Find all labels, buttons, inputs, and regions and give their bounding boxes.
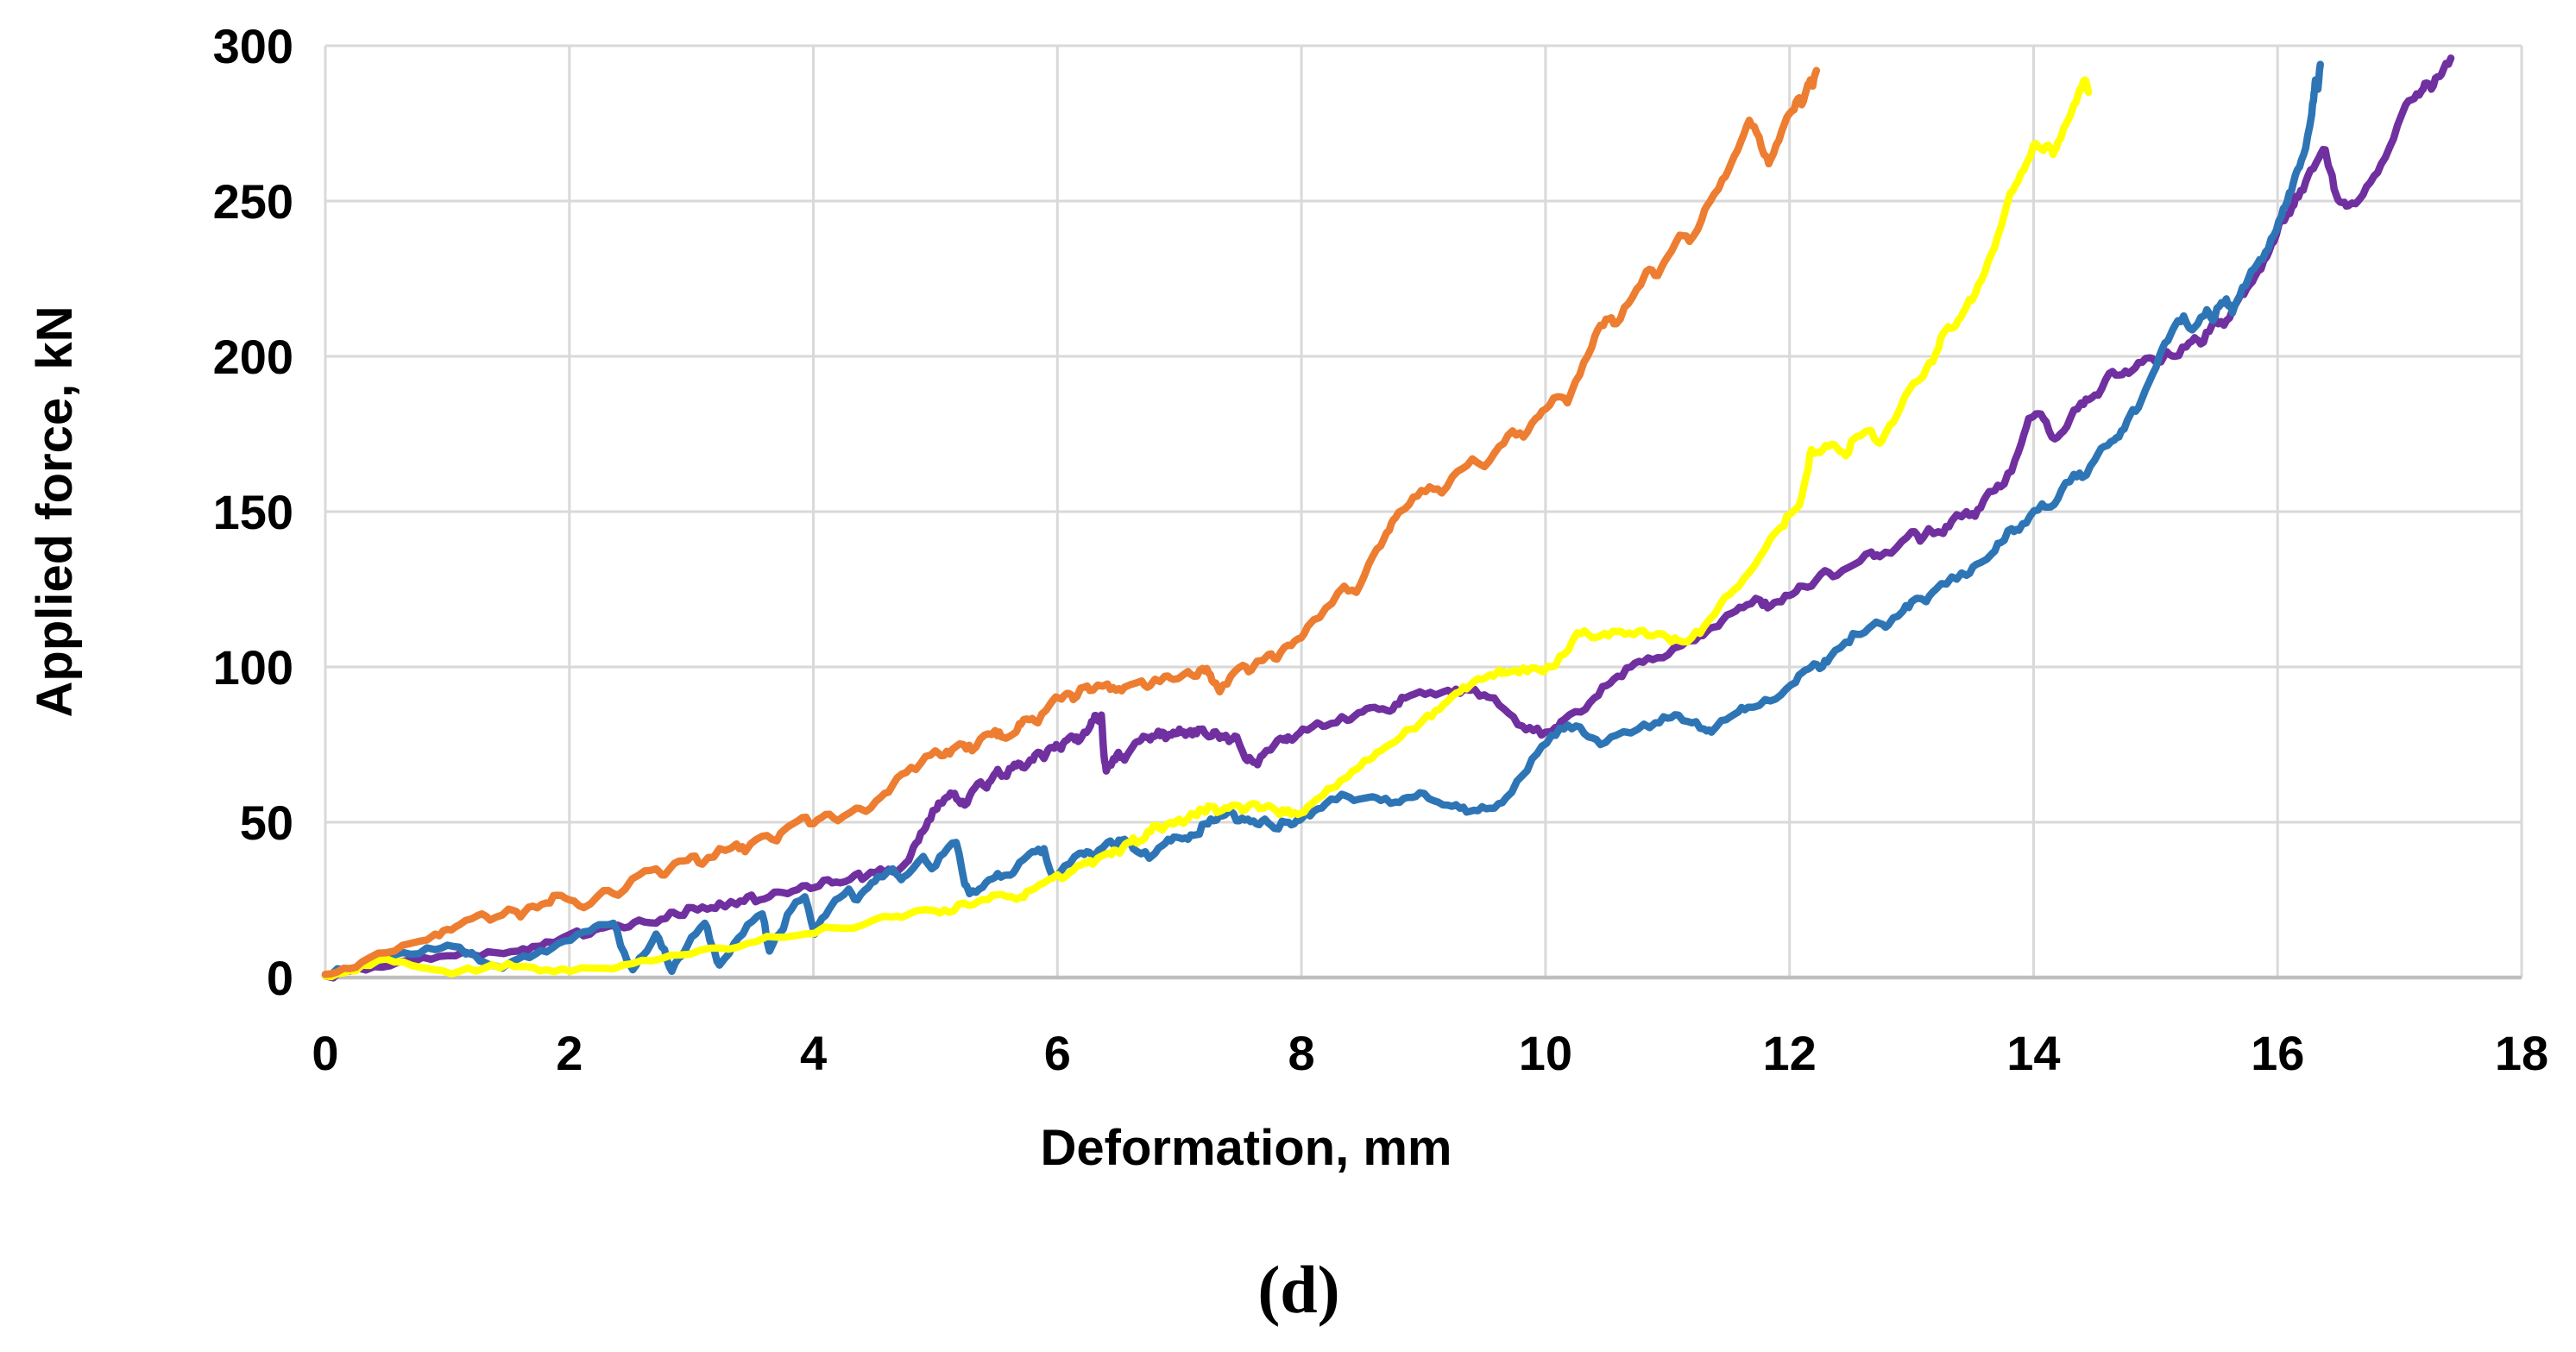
y-tick-label: 50 [240,795,293,850]
series-lines [321,54,2455,982]
x-tick-label: 14 [2006,1026,2060,1080]
y-tick-label: 0 [267,951,293,1005]
x-tick-label: 18 [2495,1026,2548,1080]
x-tick-label: 12 [1763,1026,1817,1080]
gridlines [324,44,2523,980]
x-tick-label: 8 [1288,1026,1315,1080]
x-axis-title: Deformation, mm [1040,1120,1452,1176]
figure-caption: (d) [1257,1252,1340,1327]
y-axis-title: Applied force, kN [27,305,83,718]
x-tick-label: 16 [2251,1026,2304,1080]
tick-labels: 0 2 4 6 8 10 12 14 16 18 0 50 100 150 200 250 300 [213,19,2549,1080]
x-tick-label: 10 [1519,1026,1572,1080]
x-tick-label: 2 [556,1026,583,1080]
y-tick-label: 250 [213,174,293,229]
y-tick-label: 200 [213,330,293,384]
series-line-blue-series [321,60,2324,978]
series-line-purple-series [321,54,2455,982]
series-line-orange-series [321,66,1821,978]
y-tick-label: 100 [213,640,293,695]
x-tick-label: 4 [800,1026,827,1080]
x-tick-label: 0 [312,1026,338,1080]
series-line-yellow-series [321,76,2093,981]
y-tick-label: 150 [213,485,293,539]
y-tick-label: 300 [213,19,293,73]
x-tick-label: 6 [1044,1026,1071,1080]
